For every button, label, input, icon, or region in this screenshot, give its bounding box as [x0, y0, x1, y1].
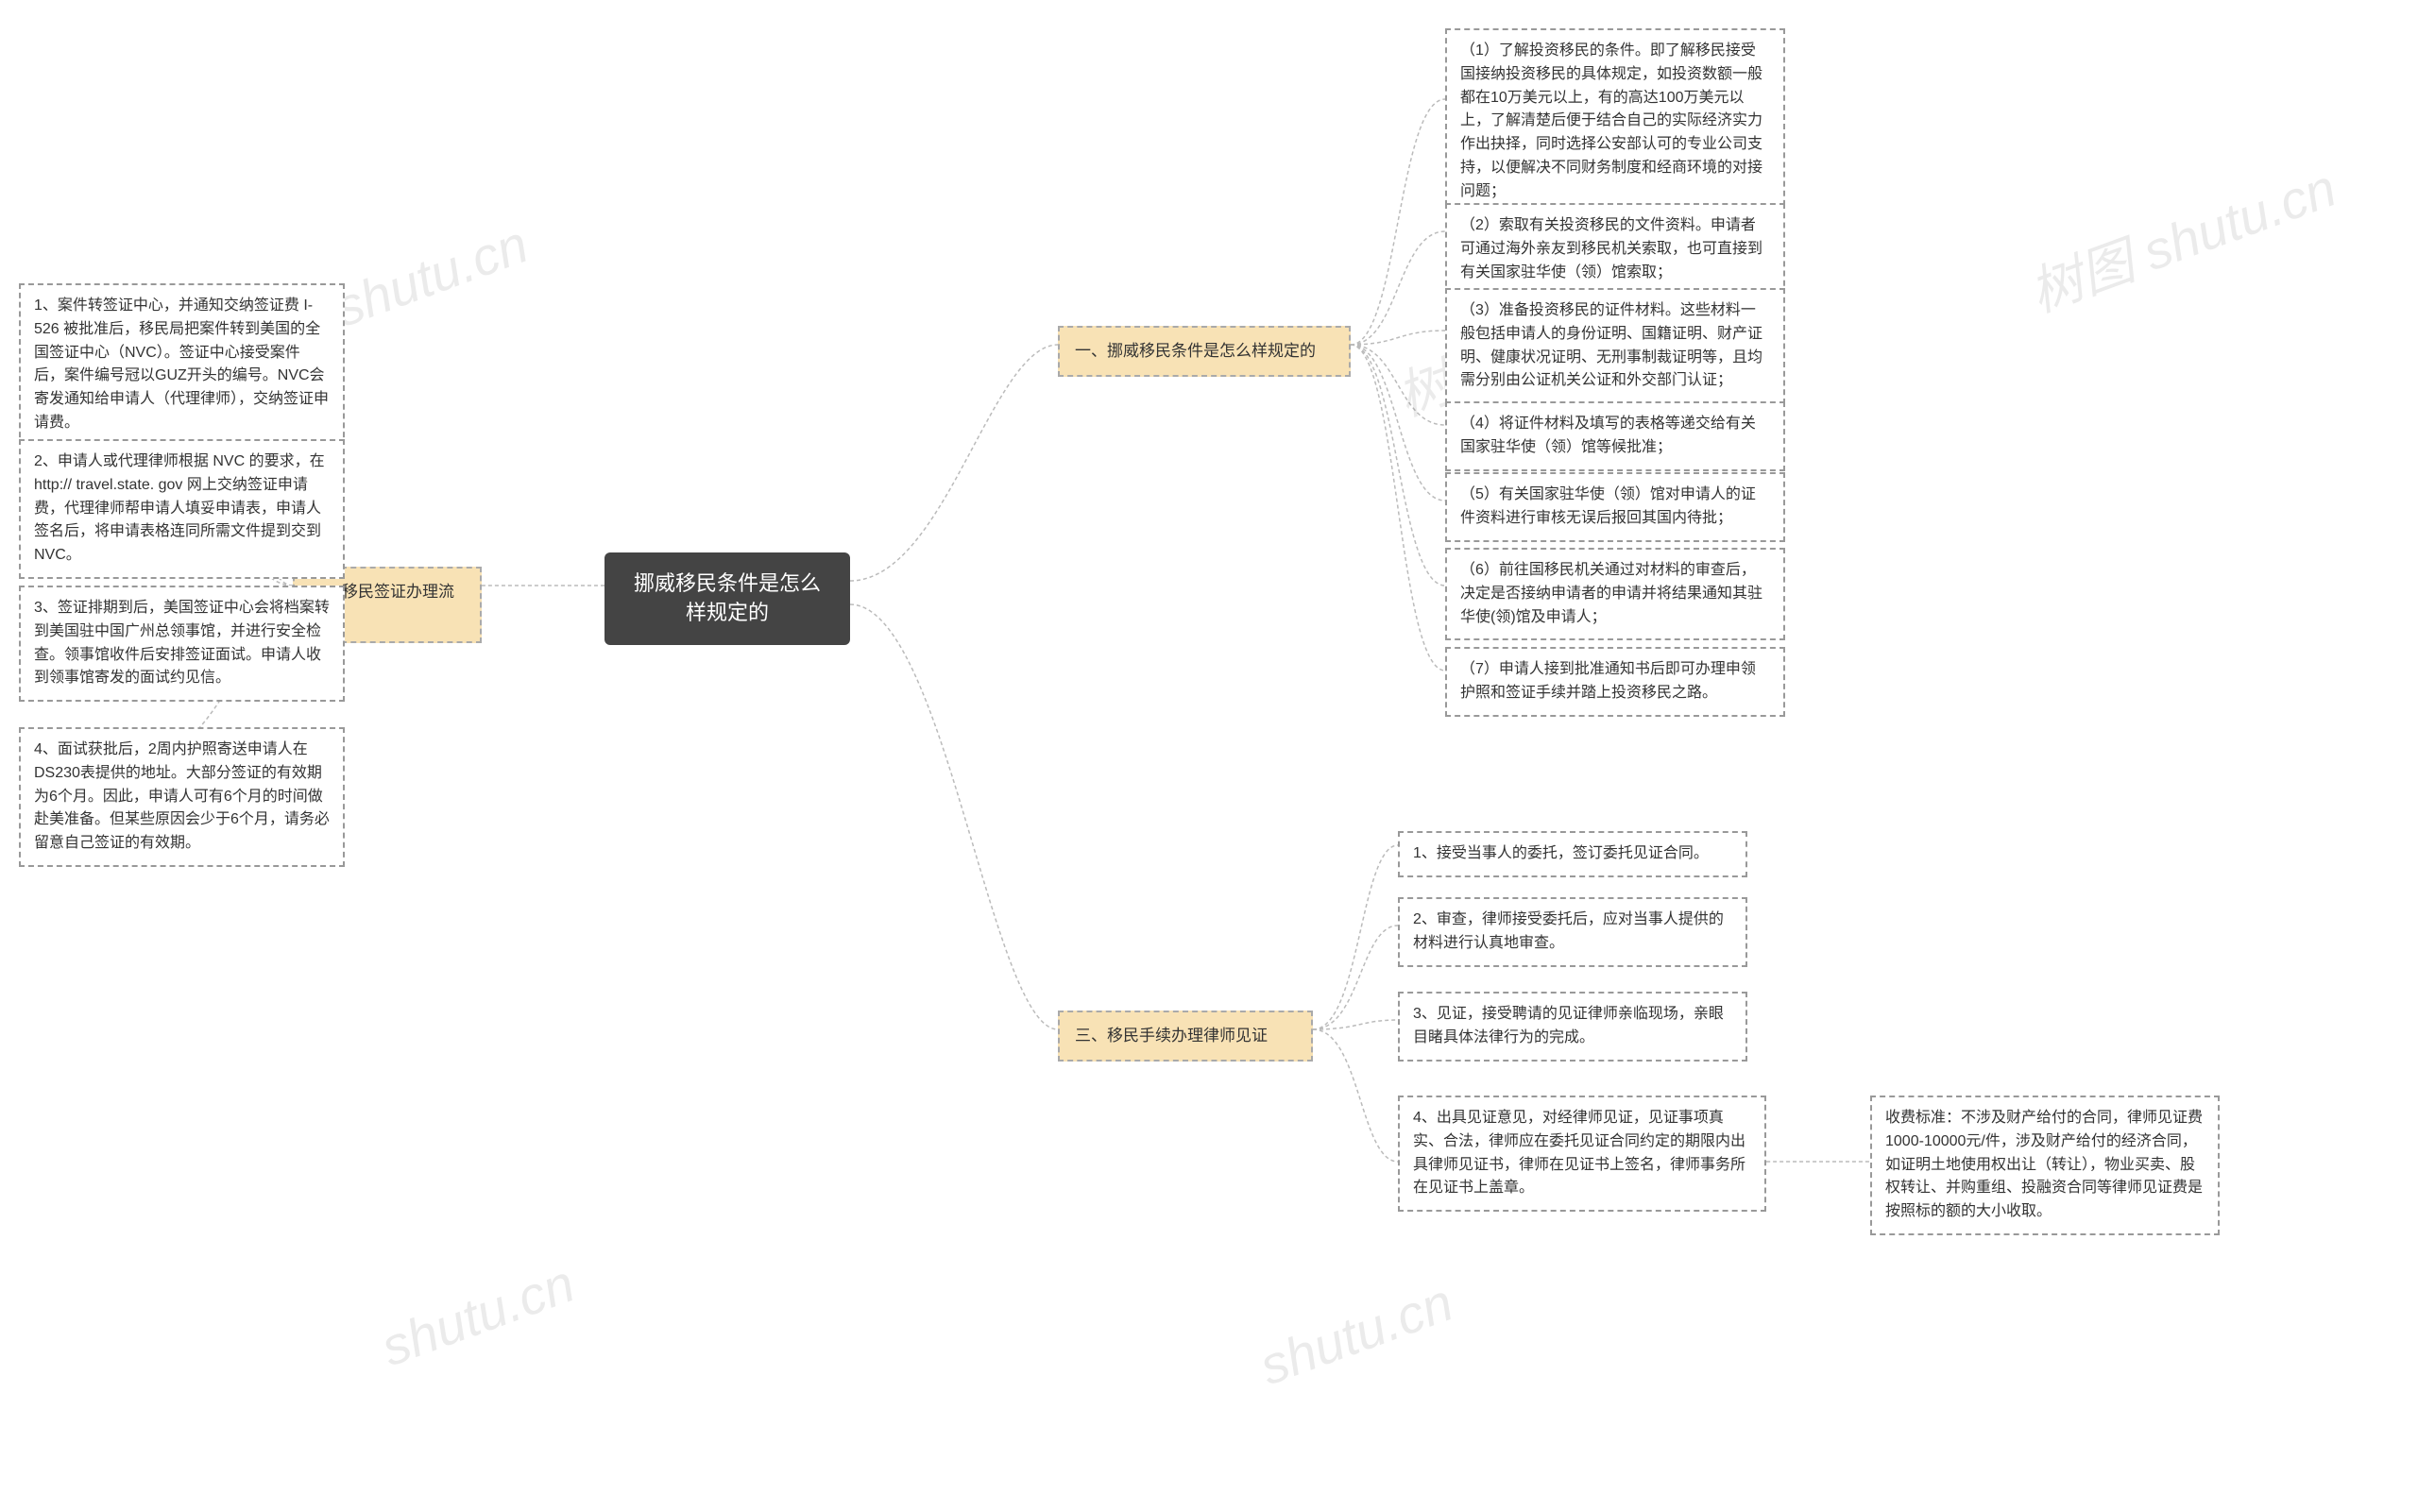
section3-title: 三、移民手续办理律师见证	[1058, 1011, 1313, 1062]
section3-item: 3、见证，接受聘请的见证律师亲临现场，亲眼目睹具体法律行为的完成。	[1398, 992, 1747, 1062]
section1-item: （6）前往国移民机关通过对材料的审查后，决定是否接纳申请者的申请并将结果通知其驻…	[1445, 548, 1785, 640]
section1-item: （4）将证件材料及填写的表格等递交给有关国家驻华使（领）馆等候批准；	[1445, 401, 1785, 471]
section3-item: 2、审查，律师接受委托后，应对当事人提供的材料进行认真地审查。	[1398, 897, 1747, 967]
section1-item: （1）了解投资移民的条件。即了解移民接受国接纳投资移民的具体规定，如投资数额一般…	[1445, 28, 1785, 215]
section2-item: 1、案件转签证中心，并通知交纳签证费 I-526 被批准后，移民局把案件转到美国…	[19, 283, 345, 447]
section3-sub: 收费标准：不涉及财产给付的合同，律师见证费1000-10000元/件，涉及财产给…	[1870, 1096, 2220, 1235]
section1-item: （3）准备投资移民的证件材料。这些材料一般包括申请人的身份证明、国籍证明、财产证…	[1445, 288, 1785, 404]
section2-item: 3、签证排期到后，美国签证中心会将档案转到美国驻中国广州总领事馆，并进行安全检查…	[19, 586, 345, 702]
section1-title: 一、挪威移民条件是怎么样规定的	[1058, 326, 1351, 377]
root-node: 挪威移民条件是怎么样规定的	[604, 552, 850, 645]
section1-item: （5）有关国家驻华使（领）馆对申请人的证件资料进行审核无误后报回其国内待批；	[1445, 472, 1785, 542]
section2-item: 4、面试获批后，2周内护照寄送申请人在 DS230表提供的地址。大部分签证的有效…	[19, 727, 345, 867]
watermark: 树图 shutu.cn	[2018, 145, 2345, 327]
section3-item: 1、接受当事人的委托，签订委托见证合同。	[1398, 831, 1747, 877]
connectors	[0, 0, 2418, 1512]
watermark: shutu.cn	[373, 1252, 582, 1378]
section1-item: （2）索取有关投资移民的文件资料。申请者可通过海外亲友到移民机关索取，也可直接到…	[1445, 203, 1785, 296]
section3-item: 4、出具见证意见，对经律师见证，见证事项真实、合法，律师应在委托见证合同约定的期…	[1398, 1096, 1766, 1212]
section1-item: （7）申请人接到批准通知书后即可办理申领护照和签证手续并踏上投资移民之路。	[1445, 647, 1785, 717]
watermark: shutu.cn	[1252, 1271, 1460, 1397]
section2-item: 2、申请人或代理律师根据 NVC 的要求，在 http:// travel.st…	[19, 439, 345, 579]
